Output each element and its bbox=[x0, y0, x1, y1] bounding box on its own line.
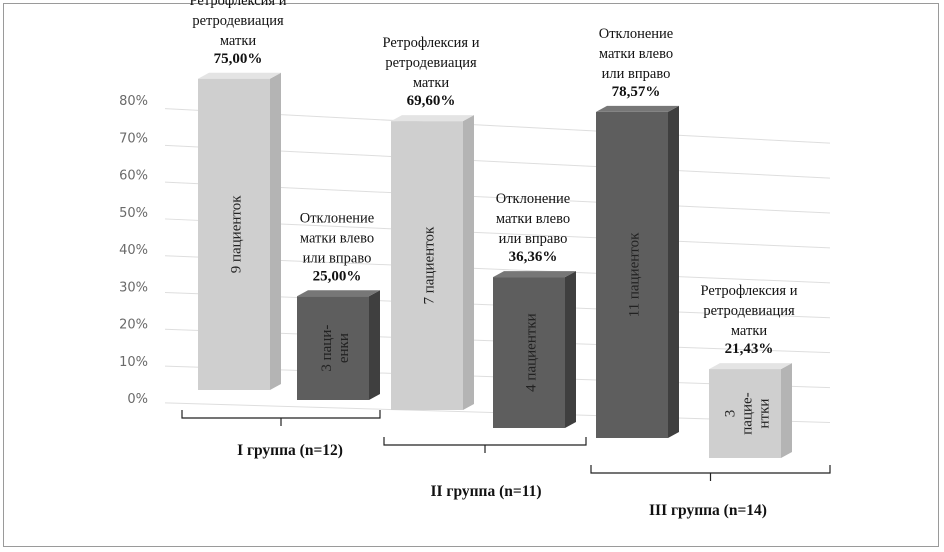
y-tick-label: 40% bbox=[119, 243, 148, 258]
bar-caption: Ретрофлексия и bbox=[701, 283, 798, 299]
bar bbox=[493, 277, 565, 428]
bar-caption: Отклонение bbox=[300, 210, 375, 226]
bar-side bbox=[270, 72, 281, 390]
bar-side bbox=[369, 290, 380, 400]
bar-inside-label: енки bbox=[336, 333, 352, 363]
bar-caption: матки влево bbox=[599, 46, 673, 62]
bar-inside-label: пацие- bbox=[739, 392, 755, 434]
bar-inside-label: 9 пациенток bbox=[228, 195, 244, 274]
bar-caption: Отклонение bbox=[496, 191, 571, 207]
group-bracket bbox=[383, 437, 587, 453]
bar-caption: или вправо bbox=[303, 250, 372, 266]
bar bbox=[198, 78, 270, 390]
bar-side bbox=[668, 105, 679, 438]
value-label: 36,36% bbox=[509, 249, 558, 265]
value-label: 21,43% bbox=[725, 341, 774, 357]
bar-top bbox=[391, 115, 474, 122]
y-tick-label: 70% bbox=[119, 131, 148, 146]
bar-caption: матки bbox=[413, 75, 450, 91]
y-tick-label: 80% bbox=[119, 94, 148, 109]
y-tick-label: 10% bbox=[119, 355, 148, 370]
bar-inside-label: 3 bbox=[722, 410, 738, 418]
y-tick-label: 0% bbox=[127, 392, 148, 407]
bar-inside-label: 11 пациенток bbox=[626, 232, 642, 317]
bar-caption: матки bbox=[220, 33, 257, 49]
bar-side bbox=[565, 271, 576, 428]
bar-caption: Ретрофлексия и bbox=[383, 35, 480, 51]
y-tick-label: 60% bbox=[119, 169, 148, 184]
bar bbox=[709, 369, 781, 458]
bar-inside-label: 4 пациентки bbox=[523, 313, 539, 392]
bar-side bbox=[781, 363, 792, 458]
bar-inside-label: 3 паци- bbox=[319, 325, 335, 372]
bar-caption: матки влево bbox=[496, 211, 570, 227]
y-tick-label: 30% bbox=[119, 280, 148, 295]
bar-caption: Ретрофлексия и bbox=[190, 0, 287, 9]
bar-caption: матки влево bbox=[300, 230, 374, 246]
bar-caption: или вправо bbox=[602, 66, 671, 82]
bar-top bbox=[709, 363, 792, 370]
bar-caption: матки bbox=[731, 323, 768, 339]
group-label: I группа (n=12) bbox=[237, 442, 343, 459]
value-label: 75,00% bbox=[214, 51, 263, 67]
bar-side bbox=[463, 115, 474, 410]
bar-top bbox=[198, 72, 281, 79]
bar-caption: ретродевиация bbox=[192, 13, 284, 29]
y-tick-label: 50% bbox=[119, 206, 148, 221]
value-label: 78,57% bbox=[612, 84, 661, 100]
bar bbox=[297, 296, 369, 400]
group-bracket bbox=[181, 410, 381, 426]
bar-caption: или вправо bbox=[499, 231, 568, 247]
bar-inside-label: 7 пациенток bbox=[421, 226, 437, 305]
bar-top bbox=[297, 290, 380, 297]
value-label: 25,00% bbox=[313, 268, 362, 284]
bar-inside-label: нтки bbox=[756, 399, 772, 429]
value-label: 69,60% bbox=[407, 93, 456, 109]
y-tick-label: 20% bbox=[119, 318, 148, 333]
group-bracket bbox=[590, 465, 831, 481]
bar-caption: ретродевиация bbox=[385, 55, 477, 71]
bar bbox=[391, 121, 463, 410]
bar-caption: ретродевиация bbox=[703, 303, 795, 319]
group-label: II группа (n=11) bbox=[430, 483, 541, 500]
bar-top bbox=[596, 105, 679, 112]
bar-caption: Отклонение bbox=[599, 26, 674, 42]
bar bbox=[596, 111, 668, 438]
bar-top bbox=[493, 271, 576, 278]
group-label: III группа (n=14) bbox=[649, 502, 767, 519]
